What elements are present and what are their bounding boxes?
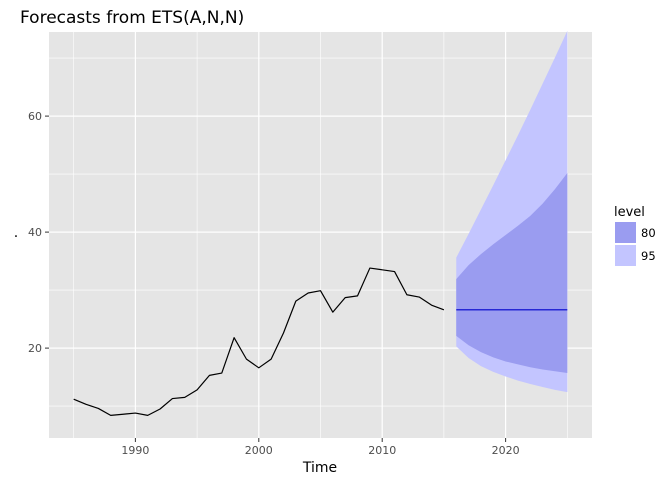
chart-title: Forecasts from ETS(A,N,N) <box>20 8 244 28</box>
legend-title: level <box>614 205 645 220</box>
series-lines <box>73 267 568 416</box>
y-tick-label: 40 <box>28 226 42 239</box>
legend-label-95: 95 <box>641 249 656 263</box>
x-axis-title: Time <box>302 460 337 476</box>
grid-major <box>49 32 592 438</box>
x-tick-label: 2020 <box>492 444 520 457</box>
x-tick-label: 2010 <box>368 444 396 457</box>
legend-label-80: 80 <box>641 226 656 240</box>
legend-key-95 <box>615 245 636 266</box>
x-tick-label: 2000 <box>245 444 273 457</box>
y-tick-label: 60 <box>28 110 42 123</box>
prediction-intervals <box>456 30 568 393</box>
interval-band-80 <box>456 172 568 374</box>
x-tick-label: 1990 <box>121 444 149 457</box>
observed-line <box>73 267 445 416</box>
legend: level 80 95 <box>614 205 656 266</box>
y-tick-label: 20 <box>28 342 42 355</box>
y-axis-title: . <box>14 225 18 241</box>
legend-key-80 <box>615 222 636 243</box>
